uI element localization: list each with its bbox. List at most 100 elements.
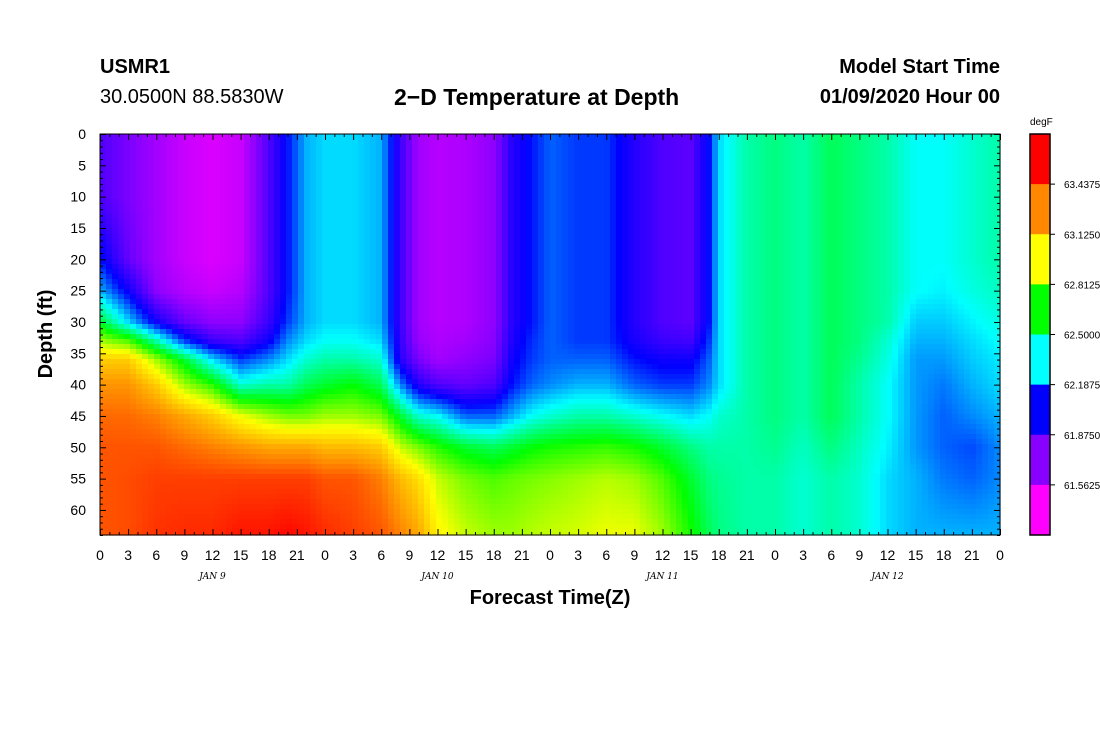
heatmap-cell — [250, 459, 257, 465]
heatmap-cell — [160, 524, 167, 530]
heatmap-cell — [454, 454, 461, 460]
heatmap-cell — [148, 154, 155, 160]
heatmap-cell — [460, 264, 467, 270]
heatmap-cell — [244, 404, 251, 410]
heatmap-cell — [130, 184, 137, 190]
heatmap-cell — [166, 234, 173, 240]
heatmap-cell — [310, 529, 317, 535]
heatmap-cell — [334, 159, 341, 165]
heatmap-cell — [424, 244, 431, 250]
heatmap-cell — [340, 429, 347, 435]
heatmap-cell — [202, 329, 209, 335]
heatmap-cell — [310, 524, 317, 530]
heatmap-cell — [124, 374, 131, 380]
heatmap-cell — [352, 209, 359, 215]
heatmap-cell — [184, 459, 191, 465]
heatmap-cell — [202, 499, 209, 505]
heatmap-cell — [460, 274, 467, 280]
heatmap-cell — [274, 164, 281, 170]
heatmap-cell — [160, 419, 167, 425]
heatmap-cell — [448, 509, 455, 515]
heatmap-cell — [406, 249, 413, 255]
heatmap-cell — [436, 504, 443, 510]
heatmap-cell — [376, 334, 383, 340]
heatmap-cell — [100, 224, 107, 230]
heatmap-cell — [418, 509, 425, 515]
heatmap-cell — [184, 379, 191, 385]
heatmap-cell — [280, 309, 287, 315]
heatmap-cell — [448, 359, 455, 365]
heatmap-cell — [340, 489, 347, 495]
heatmap-cell — [382, 179, 389, 185]
heatmap-cell — [268, 179, 275, 185]
heatmap-cell — [436, 359, 443, 365]
heatmap-cell — [232, 319, 239, 325]
heatmap-cell — [448, 189, 455, 195]
heatmap-cell — [388, 189, 395, 195]
heatmap-cell — [160, 454, 167, 460]
heatmap-cell — [382, 484, 389, 490]
heatmap-cell — [352, 479, 359, 485]
heatmap-cell — [202, 339, 209, 345]
heatmap-cell — [274, 149, 281, 155]
heatmap-cell — [262, 499, 269, 505]
heatmap-cell — [376, 484, 383, 490]
heatmap-cell — [130, 339, 137, 345]
heatmap-cell — [106, 234, 113, 240]
heatmap-cell — [346, 484, 353, 490]
heatmap-cell — [316, 254, 323, 260]
heatmap-cell — [112, 404, 119, 410]
heatmap-cell — [160, 434, 167, 440]
heatmap-cell — [286, 469, 293, 475]
heatmap-cell — [430, 179, 437, 185]
heatmap-cell — [286, 489, 293, 495]
heatmap-cell — [328, 354, 335, 360]
heatmap-cell — [256, 154, 263, 160]
heatmap-cell — [244, 424, 251, 430]
heatmap-cell — [268, 374, 275, 380]
heatmap-cell — [226, 284, 233, 290]
heatmap-cell — [418, 384, 425, 390]
heatmap-cell — [280, 524, 287, 530]
heatmap-cell — [130, 359, 137, 365]
heatmap-cell — [178, 259, 185, 265]
heatmap-cell — [406, 454, 413, 460]
heatmap-cell — [142, 474, 149, 480]
heatmap-cell — [322, 379, 329, 385]
heatmap-cell — [238, 464, 245, 470]
heatmap-cell — [448, 269, 455, 275]
heatmap-cell — [172, 254, 179, 260]
heatmap-cell — [100, 334, 107, 340]
heatmap-cell — [280, 469, 287, 475]
heatmap-cell — [460, 524, 467, 530]
heatmap-cell — [286, 344, 293, 350]
heatmap-cell — [454, 339, 461, 345]
heatmap-cell — [322, 414, 329, 420]
heatmap-cell — [382, 159, 389, 165]
heatmap-cell — [124, 504, 131, 510]
heatmap-cell — [412, 309, 419, 315]
heatmap-cell — [184, 444, 191, 450]
heatmap-cell — [376, 209, 383, 215]
heatmap-cell — [436, 324, 443, 330]
heatmap-cell — [172, 509, 179, 515]
heatmap-cell — [160, 504, 167, 510]
heatmap-cell — [382, 344, 389, 350]
heatmap-cell — [178, 264, 185, 270]
heatmap-cell — [244, 294, 251, 300]
heatmap-cell — [256, 474, 263, 480]
heatmap-cell — [292, 404, 299, 410]
heatmap-cell — [232, 414, 239, 420]
heatmap-cell — [448, 314, 455, 320]
heatmap-cell — [262, 139, 269, 145]
heatmap-cell — [340, 424, 347, 430]
heatmap-cell — [424, 254, 431, 260]
heatmap-cell — [418, 274, 425, 280]
heatmap-cell — [244, 169, 251, 175]
heatmap-cell — [418, 524, 425, 530]
heatmap-cell — [202, 149, 209, 155]
heatmap-cell — [124, 474, 131, 480]
heatmap-cell — [184, 384, 191, 390]
heatmap-cell — [160, 424, 167, 430]
heatmap-cell — [310, 229, 317, 235]
